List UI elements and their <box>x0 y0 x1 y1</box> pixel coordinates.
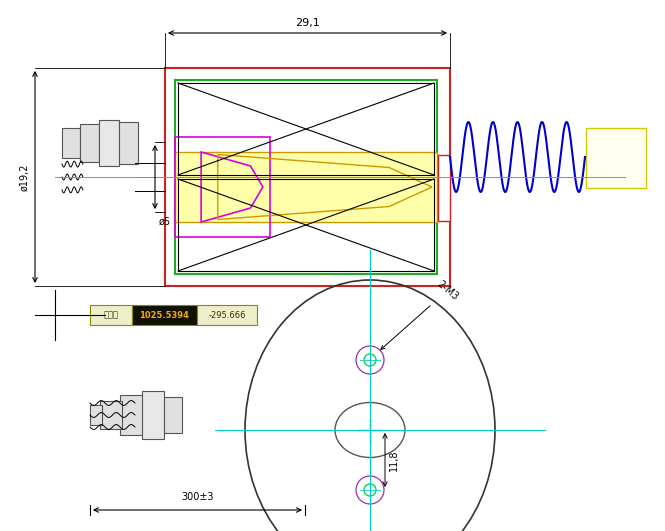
Bar <box>118 122 138 164</box>
Text: 1025.5394: 1025.5394 <box>139 311 189 320</box>
Text: 2-M3: 2-M3 <box>381 279 460 349</box>
Bar <box>175 80 437 274</box>
Bar <box>586 128 646 188</box>
Bar <box>132 305 197 325</box>
Bar <box>175 137 270 237</box>
Bar <box>120 395 155 435</box>
Text: 11,8: 11,8 <box>389 449 399 471</box>
Text: ø5: ø5 <box>159 217 171 227</box>
Text: ø19,2: ø19,2 <box>20 163 30 191</box>
Bar <box>197 305 257 325</box>
Bar <box>80 124 99 162</box>
Bar <box>438 155 450 221</box>
Bar <box>90 305 132 325</box>
Bar <box>100 401 122 429</box>
Bar <box>175 152 437 222</box>
Bar <box>90 405 102 425</box>
Bar <box>142 391 164 439</box>
Bar <box>165 68 450 286</box>
Bar <box>99 120 118 166</box>
Text: 命令：: 命令： <box>104 311 118 320</box>
Text: 29,1: 29,1 <box>295 18 320 28</box>
Text: -295.666: -295.666 <box>208 311 246 320</box>
Bar <box>62 128 80 158</box>
Text: 300±3: 300±3 <box>182 492 213 502</box>
Bar <box>164 397 182 433</box>
